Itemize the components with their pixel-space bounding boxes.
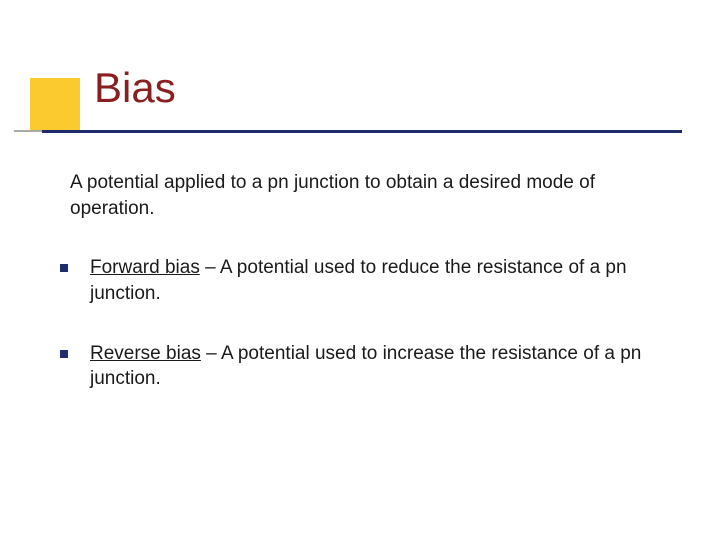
list-item: Reverse bias – A potential used to incre… xyxy=(60,341,660,392)
list-item-text: Reverse bias – A potential used to incre… xyxy=(90,341,660,392)
intro-text: A potential applied to a pn junction to … xyxy=(70,170,660,221)
square-bullet-icon xyxy=(60,350,68,358)
term: Forward bias xyxy=(90,257,200,278)
title-accent-block xyxy=(30,78,80,132)
title-underline-long xyxy=(42,130,682,133)
list-item: Forward bias – A potential used to reduc… xyxy=(60,255,660,306)
square-bullet-icon xyxy=(60,264,68,272)
slide: Bias A potential applied to a pn junctio… xyxy=(0,0,720,540)
slide-title: Bias xyxy=(94,64,176,112)
list-item-text: Forward bias – A potential used to reduc… xyxy=(90,255,660,306)
term: Reverse bias xyxy=(90,343,201,364)
title-underline-short xyxy=(14,130,42,132)
slide-body: A potential applied to a pn junction to … xyxy=(70,170,660,426)
